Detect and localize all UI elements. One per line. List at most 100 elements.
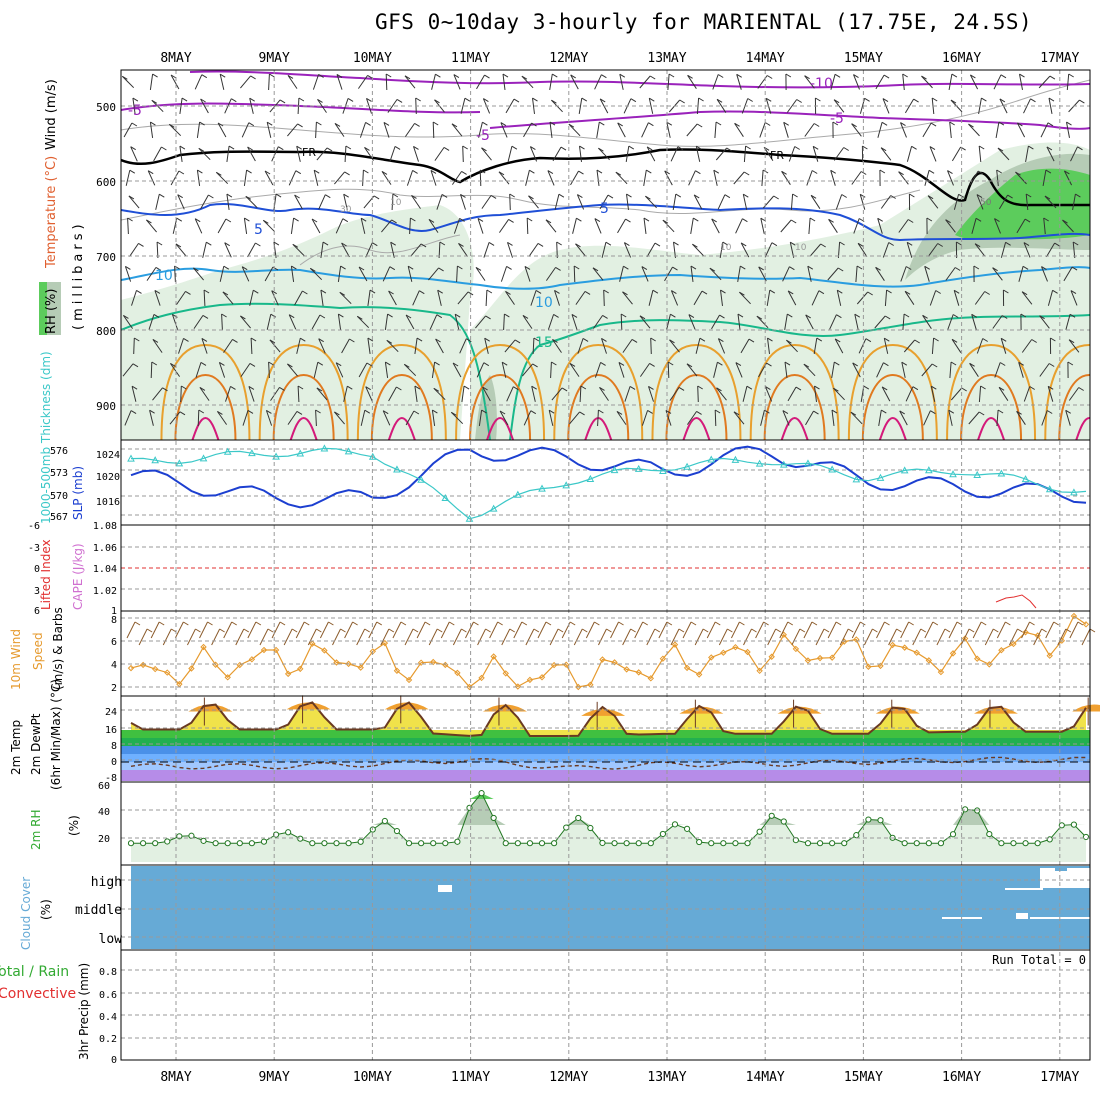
horizontal-gridlines: [121, 105, 1090, 1039]
thickness-point: [828, 465, 836, 473]
label-rh-10-c: 10: [795, 243, 807, 253]
wind-point: [659, 655, 667, 662]
upper-wind-barb: [809, 243, 822, 257]
wind-point: [889, 641, 896, 649]
upper-wind-barb: [1068, 339, 1080, 353]
upper-wind-barb-tick: [279, 99, 286, 104]
wind-barb: [936, 628, 946, 646]
upper-wind-barb: [202, 242, 207, 258]
upper-wind-barb: [619, 266, 624, 282]
wind-barb: [851, 621, 861, 639]
upper-wind-barb: [265, 410, 273, 426]
upper-wind-barb-tick: [1062, 219, 1068, 224]
warm-contour: [682, 416, 711, 440]
upper-wind-barb-tick: [419, 290, 425, 295]
rh-point: [212, 840, 219, 847]
upper-wind-barb: [312, 74, 320, 90]
upper-wind-barb-tick: [390, 241, 396, 246]
upper-wind-barb-tick: [318, 73, 324, 78]
upper-wind-barb: [317, 99, 327, 113]
rh-point: [1058, 822, 1065, 829]
upper-wind-barb-tick: [881, 121, 888, 126]
upper-wind-barb: [266, 122, 272, 138]
upper-wind-barb: [978, 145, 982, 163]
upper-wind-barb: [287, 363, 298, 377]
upper-wind-barb: [976, 194, 984, 210]
upper-wind-barb-tick: [794, 146, 800, 150]
upper-wind-barb-tick: [677, 146, 684, 151]
upper-wind-barb: [294, 194, 303, 210]
upper-wind-barb: [617, 122, 626, 138]
warm-contour: [651, 343, 742, 440]
wind-barb-tick: [944, 628, 951, 633]
wind-barb-tick: [497, 621, 503, 626]
upper-wind-barb: [453, 74, 461, 90]
wind-barb-tick: [436, 628, 443, 633]
upper-wind-barb-tick: [129, 169, 136, 174]
upper-wind-barb: [733, 171, 745, 185]
wind-point: [937, 668, 945, 676]
upper-wind-barb: [476, 362, 485, 378]
upper-wind-barb: [950, 387, 963, 401]
upper-wind-barb-tick: [320, 289, 327, 294]
upper-wind-barb: [290, 266, 295, 282]
upper-wind-barb: [875, 267, 885, 281]
upper-wind-barb-tick: [266, 121, 273, 126]
upper-wind-barb-tick: [153, 313, 160, 318]
upper-wind-barb-tick: [977, 170, 984, 175]
upper-wind-barb: [1016, 218, 1026, 234]
upper-wind-barb-tick: [175, 243, 182, 248]
upper-wind-barb-tick: [786, 339, 792, 344]
upper-wind-barb: [737, 314, 741, 330]
upper-wind-barb-tick: [162, 387, 168, 392]
wind-barb-tick: [823, 628, 830, 633]
upper-wind-barb-tick: [807, 265, 814, 270]
upper-wind-barb-tick: [531, 385, 537, 390]
upper-wind-barb-tick: [365, 121, 371, 126]
upper-wind-barb: [551, 387, 563, 401]
upper-wind-barb-tick: [973, 265, 980, 270]
upper-wind-barb-tick: [179, 145, 186, 150]
label-minus5-c: -5: [830, 111, 844, 127]
upper-wind-barb: [429, 314, 438, 330]
upper-wind-barb: [339, 291, 352, 305]
upper-wind-barb-tick: [956, 241, 962, 246]
upper-wind-barb: [626, 194, 629, 210]
upper-wind-barb-tick: [805, 314, 811, 319]
upper-wind-barb-tick: [1028, 145, 1034, 150]
upper-wind-barb: [460, 194, 466, 210]
wind-barb: [1021, 621, 1031, 639]
wind-barb: [1069, 621, 1079, 639]
upper-wind-barb-tick: [436, 314, 443, 319]
upper-wind-barb-tick: [199, 386, 206, 391]
upper-wind-barb-tick: [405, 314, 412, 319]
upper-wind-barb: [1063, 266, 1073, 282]
upper-wind-barb: [477, 218, 484, 234]
upper-wind-barb: [743, 145, 747, 163]
upper-wind-barb: [481, 195, 492, 209]
upper-wind-barb-tick: [598, 147, 604, 152]
upper-wind-barb: [761, 169, 764, 187]
panel-frames: [120, 69, 1091, 1061]
upper-wind-barb-tick: [532, 97, 538, 102]
cloud-levels: high middle low: [75, 875, 122, 947]
upper-wind-barb-tick: [246, 169, 252, 174]
upper-wind-barb: [128, 195, 140, 209]
upper-wind-barb-tick: [437, 289, 443, 294]
upper-wind-barb: [714, 409, 717, 427]
svg-text:1020: 1020: [96, 472, 120, 483]
upper-wind-barb-tick: [735, 362, 742, 367]
thickness-point: [586, 474, 595, 482]
svg-text:6: 6: [111, 637, 117, 648]
upper-wind-barb: [243, 218, 248, 234]
upper-wind-barb-tick: [666, 121, 673, 126]
rh-point: [1034, 840, 1041, 847]
upper-wind-barb: [639, 75, 651, 89]
wind-point: [647, 675, 655, 682]
wind-barb-tick: [920, 628, 927, 633]
upper-wind-barb-tick: [1068, 339, 1075, 344]
upper-wind-barb-tick: [592, 267, 599, 272]
upper-wind-barb-tick: [216, 171, 222, 176]
upper-wind-barb-tick: [547, 170, 554, 175]
upper-air-panel: -10 -5 -5 -5 FR FR 5 5 10 10 15 30 10 10…: [121, 70, 1090, 440]
